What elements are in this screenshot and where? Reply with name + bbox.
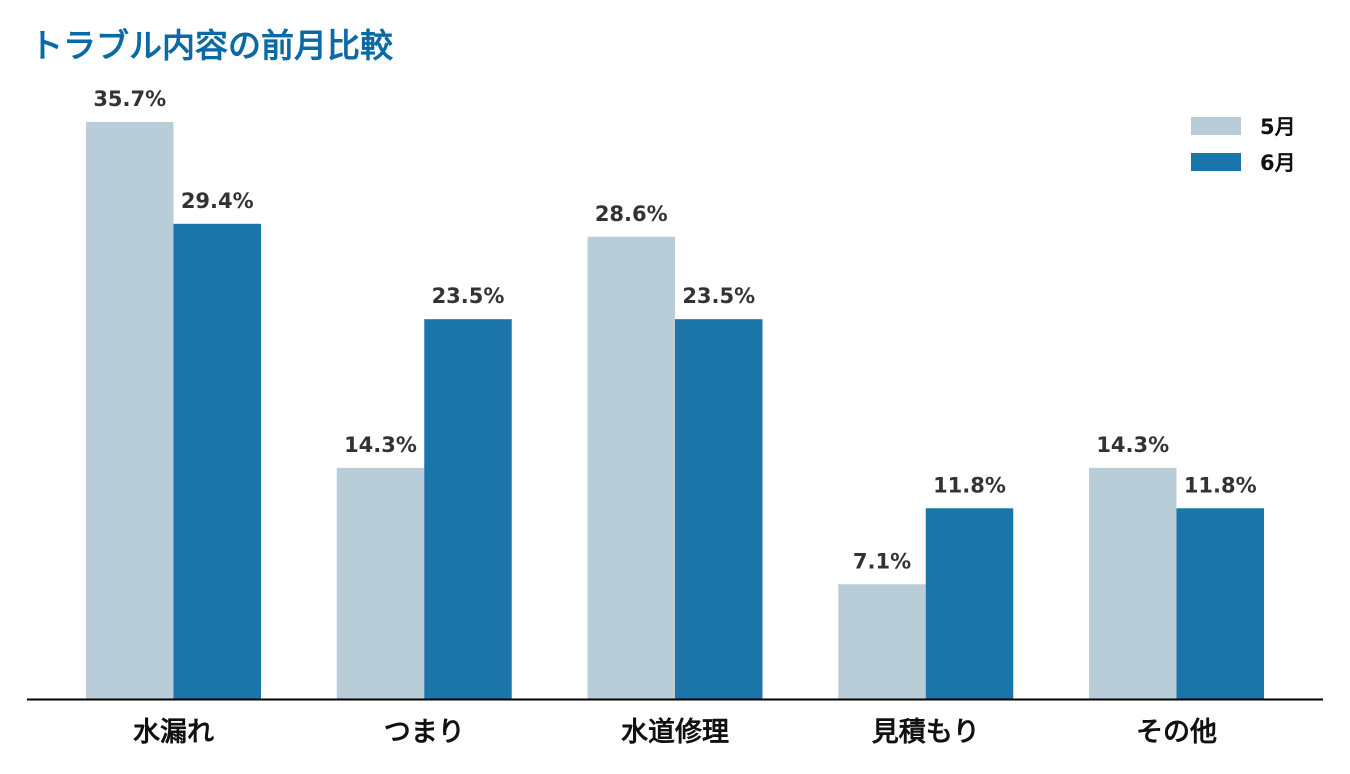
bar-5-series-2 [1176,508,1264,699]
value-label-5-series-2: 11.8% [1184,473,1257,497]
legend: 5月 6月 [1191,115,1296,175]
bar-2-series-2 [424,319,512,699]
legend-swatch-series-1 [1191,117,1241,135]
value-label-4-series-1: 7.1% [853,549,911,573]
bar-3-series-1 [587,236,675,699]
bar-3-series-2 [675,319,763,699]
bar-2-series-1 [336,467,425,699]
value-label-2-series-2: 23.5% [432,284,505,308]
category-label-2: つまり [384,717,465,748]
bar-5-series-1 [1089,467,1177,699]
value-label-1-series-2: 29.4% [181,189,254,213]
value-label-4-series-2: 11.8% [933,473,1006,497]
value-labels-layer: 35.7% 29.4% 14.3% 23.5% 28.6% 23.5% 7.1% 11.8% 1… [93,87,1256,573]
category-label-5: その他 [1136,717,1217,748]
bar-1-series-2 [173,223,261,699]
category-label-4: 見積もり [872,717,980,748]
category-labels-layer: 水漏れ つまり 水道修理 見積もり その他 [133,716,1217,748]
legend-swatch-series-2 [1191,153,1241,171]
value-label-3-series-1: 28.6% [595,202,668,226]
bar-4-series-2 [925,508,1014,699]
bars-layer [86,122,1264,699]
legend-label-series-2: 6月 [1260,151,1296,175]
value-label-2-series-1: 14.3% [344,433,417,457]
category-label-3: 水道修理 [621,716,729,748]
category-label-1: 水漏れ [133,717,214,748]
value-label-1-series-1: 35.7% [93,87,166,111]
bar-4-series-1 [838,584,926,699]
legend-label-series-1: 5月 [1260,115,1296,139]
chart-title: トラブル内容の前月比較 [30,26,394,65]
bar-1-series-1 [86,122,174,699]
value-label-5-series-1: 14.3% [1096,433,1169,457]
value-label-3-series-2: 23.5% [682,284,755,308]
